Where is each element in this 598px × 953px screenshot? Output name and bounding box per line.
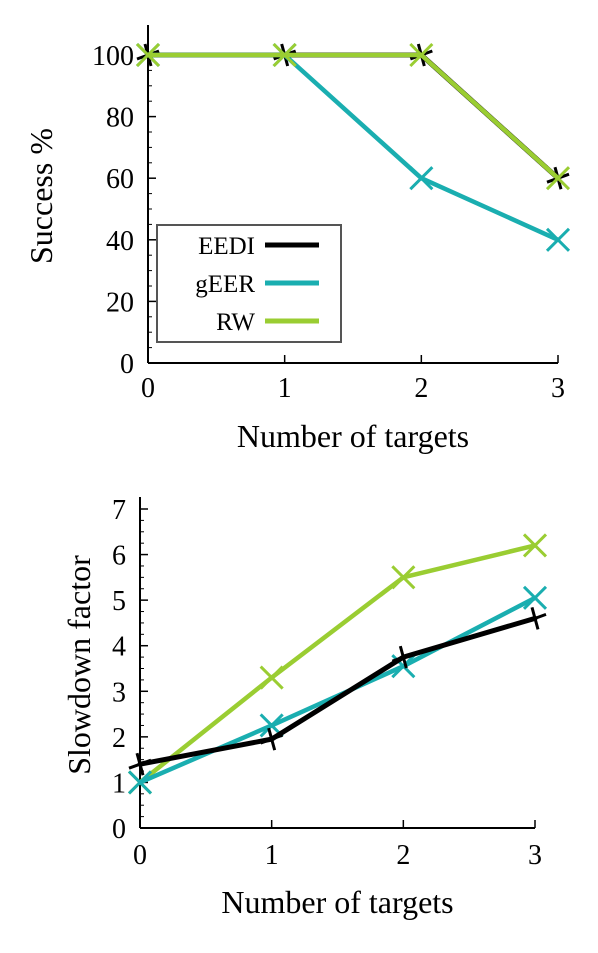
y-tick-label: 7 — [112, 495, 126, 526]
y-axis-label: Slowdown factor — [61, 555, 97, 775]
data-point-rw — [259, 665, 284, 690]
data-point-eedi — [391, 645, 415, 669]
data-point-rw — [522, 533, 548, 558]
y-tick-label: 4 — [112, 632, 126, 663]
x-axis-label: Number of targets — [237, 418, 469, 454]
x-tick-label: 3 — [551, 373, 565, 404]
y-tick-label: 0 — [112, 814, 126, 845]
y-tick-label: 3 — [112, 677, 126, 708]
chart-slowdown: 0 1 2 3 4 5 6 7 0 1 2 3 Number of targets Slowdown fa… — [61, 495, 548, 920]
y-tick-label: 0 — [120, 349, 134, 380]
data-point-geer — [545, 227, 571, 252]
series-line-eedi — [137, 615, 538, 767]
x-tick-label: 2 — [414, 373, 428, 404]
x-axis-label: Number of targets — [221, 884, 453, 920]
data-point-rw — [409, 42, 434, 68]
legend-label-rw: RW — [216, 309, 255, 336]
y-tick-label: 40 — [106, 226, 134, 257]
data-point-geer — [522, 585, 548, 610]
legend-label-geer: gEER — [195, 271, 255, 298]
data-point-eedi — [260, 727, 284, 751]
y-tick-label: 1 — [112, 768, 126, 799]
data-point-rw — [272, 42, 297, 68]
y-tick-label: 5 — [112, 586, 126, 617]
y-tick-label: 2 — [112, 723, 126, 754]
y-tick-label: 80 — [106, 103, 134, 134]
series-line-rw — [145, 52, 561, 181]
legend-label-eedi: EEDI — [198, 233, 255, 260]
x-tick-label: 3 — [528, 840, 542, 871]
series-line-rw — [137, 543, 538, 785]
y-tick-label: 60 — [106, 164, 134, 195]
series-line-geer — [145, 52, 561, 243]
y-axis-label: Success % — [23, 128, 59, 264]
data-point-rw — [545, 166, 571, 191]
data-point-geer — [127, 770, 153, 795]
data-point-eedi — [523, 606, 547, 630]
y-tick-label: 20 — [106, 287, 134, 318]
x-tick-label: 0 — [141, 373, 155, 404]
x-tick-label: 2 — [396, 840, 410, 871]
data-point-rw — [391, 565, 416, 590]
x-tick-label: 0 — [133, 840, 147, 871]
x-tick-label: 1 — [265, 840, 279, 871]
chart-success: 0 20 40 60 80 100 0 1 2 3 Number of targets Success… — [23, 25, 571, 454]
data-point-eedi — [128, 752, 152, 776]
data-point-rw — [135, 42, 161, 68]
x-tick-label: 1 — [278, 373, 292, 404]
y-tick-label: 6 — [112, 541, 126, 572]
data-point-geer — [409, 166, 434, 191]
y-tick-label: 100 — [92, 41, 134, 72]
